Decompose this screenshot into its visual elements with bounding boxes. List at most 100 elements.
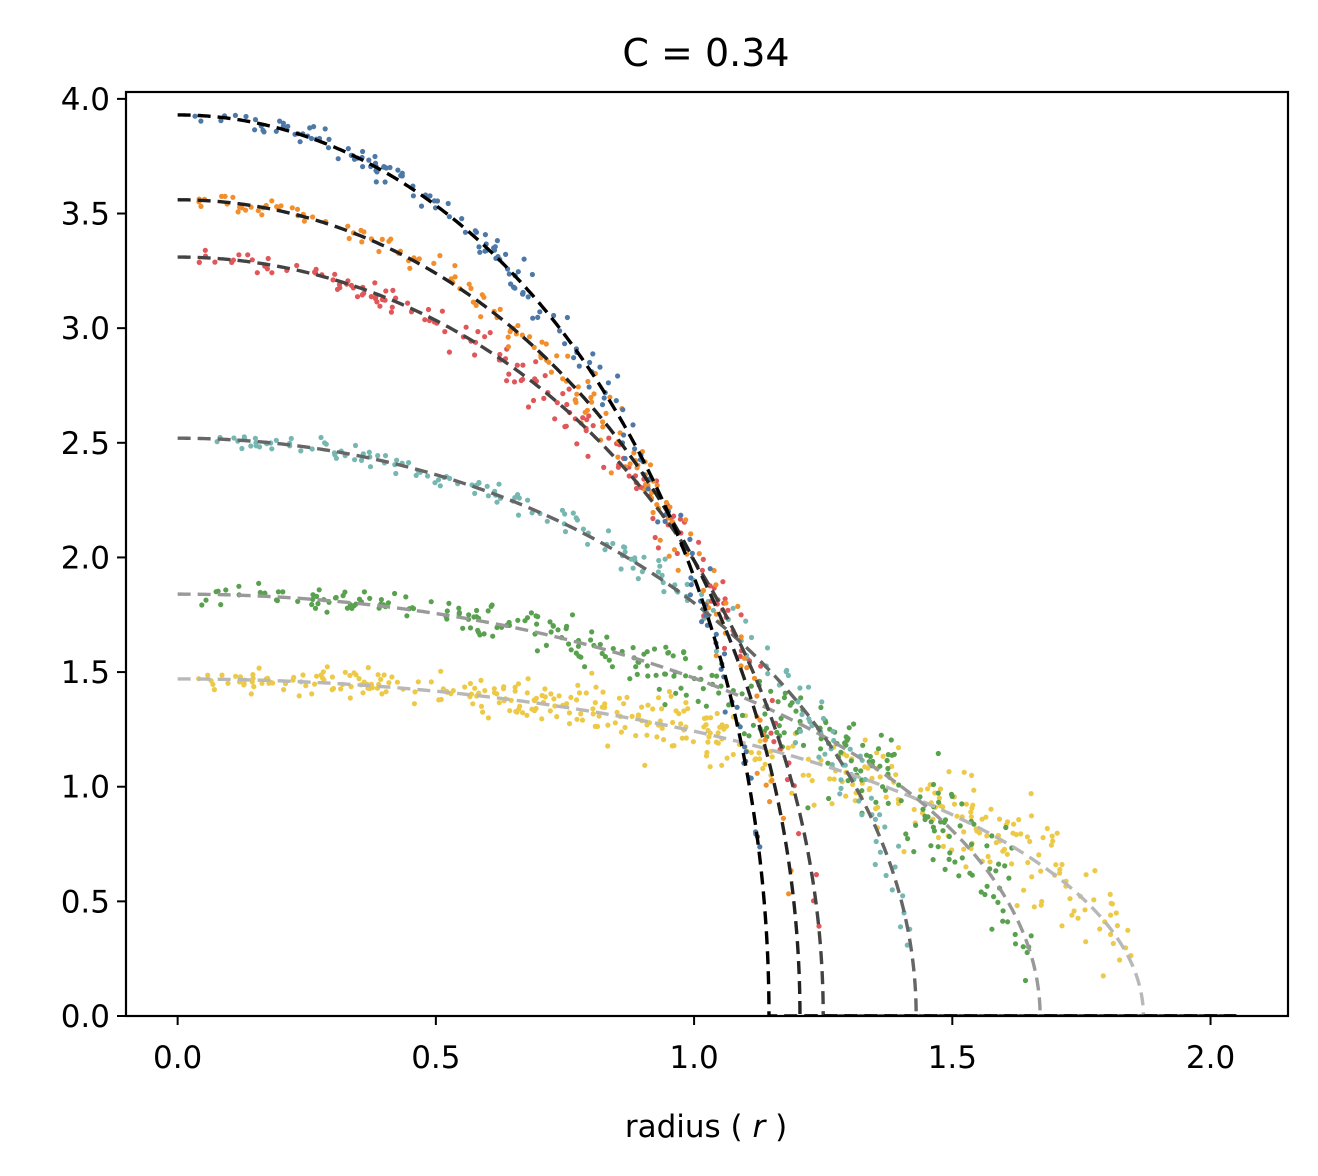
- scatter-point: [366, 449, 372, 455]
- scatter-point: [539, 339, 545, 345]
- scatter-point: [601, 395, 607, 401]
- scatter-point: [585, 541, 591, 547]
- y-tick-label: 2.0: [61, 540, 110, 576]
- scatter-point: [452, 263, 458, 269]
- scatter-point: [751, 675, 758, 681]
- scatter-point: [427, 193, 433, 199]
- scatter-point: [644, 663, 650, 669]
- scatter-point: [525, 404, 532, 410]
- scatter-point: [237, 204, 243, 210]
- scatter-point: [946, 833, 952, 840]
- scatter-point: [1083, 939, 1089, 945]
- scatter-point: [741, 731, 747, 737]
- scatter-point: [666, 553, 672, 559]
- scatter-point: [867, 753, 873, 760]
- scatter-point: [911, 849, 917, 855]
- scatter-point: [721, 645, 728, 652]
- scatter-point: [984, 833, 990, 839]
- scatter-point: [548, 629, 554, 635]
- scatter-point: [527, 334, 533, 340]
- scatter-point: [642, 762, 648, 768]
- scatter-point: [601, 464, 607, 470]
- scatter-point: [797, 728, 804, 734]
- scatter-point: [856, 798, 862, 804]
- scatter-point: [609, 664, 616, 670]
- scatter-point: [641, 651, 647, 657]
- scatter-point: [703, 753, 710, 759]
- scatter-point: [615, 464, 622, 470]
- scatter-point: [738, 634, 744, 640]
- scatter-point: [315, 601, 321, 607]
- scatter-point: [616, 695, 623, 701]
- scatter-point: [563, 626, 569, 632]
- scatter-point: [516, 495, 522, 501]
- scatter-point: [198, 118, 204, 124]
- scatter-point: [507, 708, 513, 714]
- scatter-point: [830, 728, 836, 734]
- scatter-point: [920, 806, 926, 812]
- scatter-point: [252, 117, 259, 123]
- scatter-point: [947, 850, 953, 856]
- scatter-point: [653, 672, 659, 678]
- scatter-point: [622, 455, 628, 462]
- scatter-point: [880, 784, 886, 790]
- scatter-point: [550, 623, 556, 629]
- scatter-point: [372, 280, 378, 286]
- scatter-point: [1012, 931, 1018, 938]
- scatter-point: [662, 702, 668, 708]
- scatter-point: [707, 583, 713, 589]
- scatter-point: [1071, 908, 1077, 914]
- scatter-point: [360, 164, 366, 170]
- scatter-point: [261, 129, 267, 135]
- scatter-point: [478, 677, 484, 684]
- scatter-point: [827, 776, 833, 782]
- scatter-point: [606, 435, 612, 441]
- scatter-point: [988, 806, 994, 812]
- scatter-point: [903, 831, 909, 837]
- scatter-point: [781, 695, 788, 701]
- scatter-point: [575, 384, 581, 390]
- scatter-point: [627, 461, 633, 467]
- scatter-point: [416, 256, 422, 262]
- scatter-point: [667, 504, 673, 510]
- scatter-point: [329, 687, 335, 693]
- scatter-point: [739, 712, 746, 719]
- scatter-point: [482, 688, 488, 694]
- scatter-point: [389, 674, 395, 680]
- x-axis: 0.0 0.5 1.0 1.5 2.0: [153, 1016, 1235, 1076]
- scatter-point: [571, 355, 577, 361]
- scatter-point: [1014, 903, 1020, 909]
- scatter-point: [291, 674, 297, 681]
- scatter-point: [600, 689, 606, 695]
- scatter-point: [1028, 933, 1034, 939]
- scatter-point: [605, 743, 611, 749]
- scatter-point: [575, 682, 581, 688]
- scatter-point: [249, 257, 255, 263]
- scatter-point: [743, 618, 749, 624]
- scatter-point: [1021, 887, 1027, 893]
- scatter-point: [476, 480, 482, 486]
- scatter-point: [348, 282, 354, 288]
- scatter-point: [877, 812, 883, 818]
- scatter-point: [901, 849, 907, 855]
- scatter-point: [250, 672, 256, 678]
- scatter-point: [838, 777, 844, 783]
- scatter-point: [805, 684, 812, 690]
- scatter-point: [428, 679, 434, 685]
- scatter-point: [651, 646, 658, 652]
- scatter-point: [515, 323, 521, 329]
- scatter-point: [574, 441, 580, 447]
- scatter-point: [683, 673, 689, 679]
- scatter-point: [713, 653, 719, 659]
- scatter-series: [199, 580, 1034, 984]
- scatter-point: [620, 407, 626, 413]
- scatter-point: [705, 727, 711, 734]
- scatter-point: [678, 721, 684, 727]
- scatter-point: [518, 377, 524, 384]
- scatter-point: [345, 223, 351, 229]
- fit-curve: [177, 198, 1237, 1016]
- scatter-point: [590, 351, 596, 357]
- scatter-point: [913, 822, 919, 828]
- scatter-point: [671, 513, 677, 519]
- scatter-point: [659, 572, 665, 579]
